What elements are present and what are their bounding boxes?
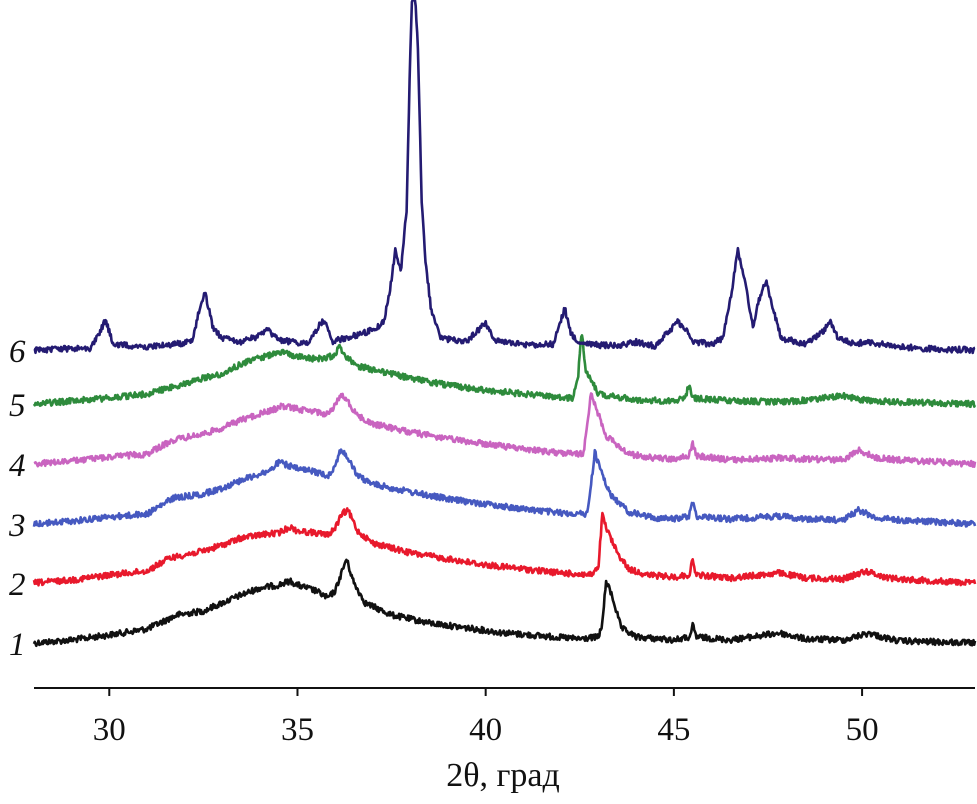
curve-label-5: 5: [9, 388, 26, 424]
x-tick-label: 45: [657, 712, 690, 748]
curve-label-6: 6: [9, 334, 26, 370]
curves-group: [32, 0, 977, 648]
curve-label-4: 4: [9, 448, 26, 484]
series-line-6: [33, 0, 976, 355]
x-tick-label: 50: [846, 712, 879, 748]
series-line-5: [32, 334, 977, 409]
curve-label-1: 1: [9, 627, 26, 663]
x-tick-label: 30: [93, 712, 126, 748]
x-axis-title: 2θ, град: [446, 757, 560, 794]
curve-label-2: 2: [9, 567, 26, 603]
x-tick-label: 40: [469, 712, 502, 748]
x-tick-label: 35: [281, 712, 314, 748]
series-line-1: [32, 558, 977, 648]
series-line-4: [33, 392, 977, 468]
curve-label-3: 3: [8, 508, 26, 544]
curve-labels-group: 1 2 3 4 5 6: [8, 334, 26, 663]
series-line-2: [32, 507, 977, 587]
series-line-3: [32, 448, 977, 528]
x-ticks-group: 30 35 40 45 50: [93, 688, 879, 748]
